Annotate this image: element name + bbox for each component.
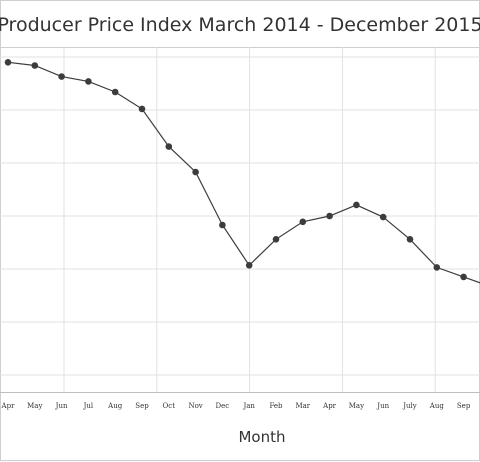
data-point xyxy=(460,273,467,281)
x-tick-label: Jul xyxy=(83,402,94,410)
grid-lines xyxy=(0,47,480,392)
x-axis-title: Month xyxy=(238,428,285,446)
data-point xyxy=(111,88,119,96)
ppi-series-line xyxy=(7,61,480,284)
data-point xyxy=(326,212,333,220)
data-point xyxy=(138,105,146,113)
data-point xyxy=(192,168,199,176)
data-point xyxy=(31,62,39,69)
data-point xyxy=(245,262,253,269)
x-tick-label: Dec xyxy=(216,402,230,410)
data-point xyxy=(379,213,387,221)
data-point xyxy=(58,73,65,80)
x-tick-label: Mar xyxy=(295,402,310,410)
data-point xyxy=(353,201,360,209)
ppi-series-points xyxy=(4,59,467,281)
x-tick-label: Aug xyxy=(429,402,445,410)
x-tick-label: Sep xyxy=(457,402,471,410)
x-tick-label: July xyxy=(402,402,417,410)
x-tick-label: Nov xyxy=(188,402,202,410)
x-tick-label: Apr xyxy=(1,402,16,410)
x-tick-label: May xyxy=(349,402,364,410)
x-tick-label: Aug xyxy=(107,402,123,410)
data-point xyxy=(165,143,173,150)
x-tick-label: Jun xyxy=(55,402,68,410)
x-tick-label: Sep xyxy=(135,402,149,410)
data-point xyxy=(4,59,12,66)
x-tick-label: Jan xyxy=(242,402,255,410)
data-point xyxy=(272,236,280,243)
chart-title: Producer Price Index March 2014 - Decemb… xyxy=(0,14,480,36)
x-tick-label: Feb xyxy=(269,402,283,410)
x-tick-labels: Apr May Jun Jul Aug Sep Oct Nov Dec Jan Feb Mar Apr M… xyxy=(1,402,471,410)
data-point xyxy=(406,236,414,243)
x-tick-label: Apr xyxy=(322,402,337,410)
data-point xyxy=(85,78,92,85)
data-point xyxy=(299,218,307,226)
x-tick-label: Jun xyxy=(376,402,389,410)
data-point xyxy=(219,221,226,229)
data-point xyxy=(433,264,441,271)
x-tick-label: Oct xyxy=(163,402,176,410)
x-tick-label: May xyxy=(27,402,42,410)
plot-frame xyxy=(0,47,480,461)
